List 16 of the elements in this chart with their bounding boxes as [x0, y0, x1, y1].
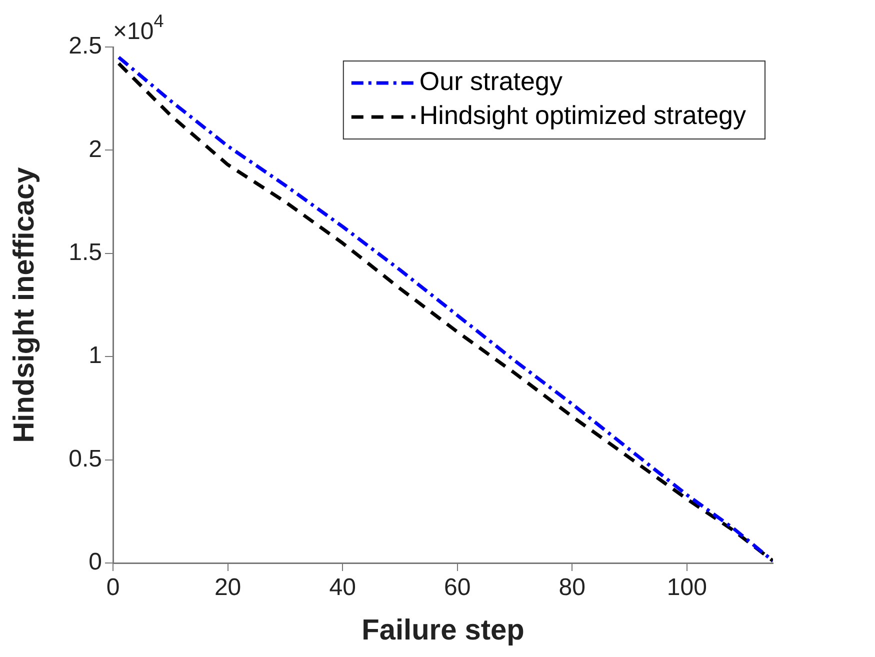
x-tick-label: 20 — [214, 574, 242, 602]
y-tick-label: 0 — [88, 548, 102, 576]
x-tick-label: 100 — [666, 574, 707, 602]
x-axis-title: Failure step — [362, 614, 524, 647]
y-tick-label: 1.5 — [68, 239, 102, 266]
x-tick-label: 40 — [329, 574, 356, 602]
x-tick-label: 0 — [106, 574, 120, 602]
y-tick-label: 2 — [88, 136, 102, 163]
y-tick-label: 1 — [88, 342, 102, 370]
legend-label: Hindsight optimized strategy — [419, 100, 746, 130]
y-axis-title: Hindsight inefficacy — [8, 167, 40, 443]
x-tick-label: 60 — [444, 574, 471, 602]
y-tick-label: 2.5 — [68, 32, 102, 60]
y-tick-label: 0.5 — [68, 445, 102, 472]
x-tick-label: 80 — [558, 574, 586, 602]
legend-label: Our strategy — [419, 66, 562, 96]
